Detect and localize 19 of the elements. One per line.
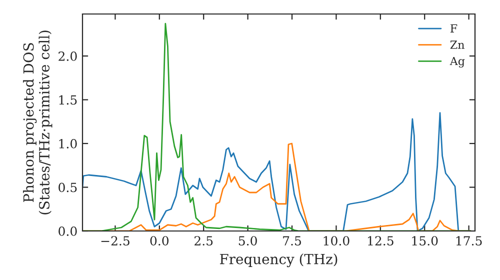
x-tick-label: 2.5 [194, 236, 213, 246]
legend-label: Ag [450, 56, 465, 68]
y-tick-label: 1.0 [59, 138, 77, 148]
y-tick-label: 0.5 [58, 182, 77, 192]
x-tick-label: 7.5 [283, 236, 301, 246]
x-axis-title: Frequency (THz) [220, 254, 338, 268]
y-tick-label: 2.0 [58, 51, 77, 61]
x-tick-label: 15.0 [412, 236, 438, 246]
x-tick-label: 5.0 [238, 236, 257, 246]
legend-label: Zn [450, 40, 464, 49]
y-tick-label: 1.5 [59, 95, 77, 105]
y-axis-title: Phonon projected DOS (States/THz·primitive cell) [23, 30, 52, 214]
legend-label: F [450, 24, 458, 32]
x-tick-label: 0.0 [150, 236, 169, 246]
x-tick-label: 12.5 [368, 236, 394, 246]
y-tick-label: 0.0 [58, 226, 77, 236]
x-tick-label: −2.5 [101, 236, 130, 246]
x-tick-label: 17.5 [456, 236, 482, 246]
x-tick-label: 10.0 [324, 236, 350, 246]
